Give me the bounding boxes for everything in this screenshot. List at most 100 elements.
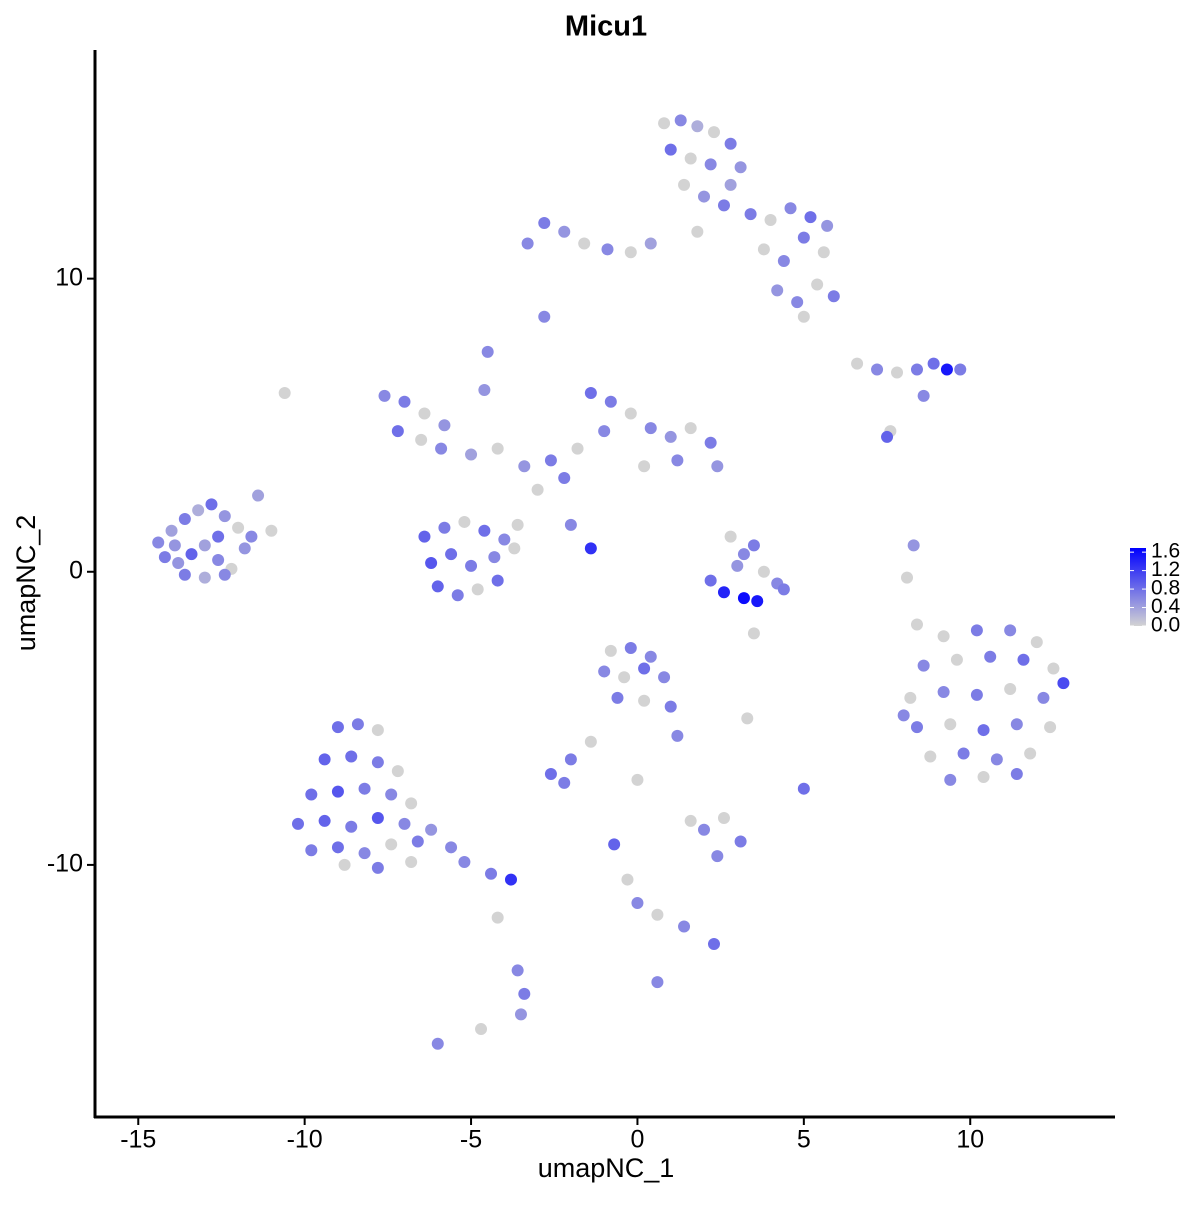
cell-point <box>478 384 491 397</box>
cell-point <box>1010 718 1023 731</box>
cell-point <box>937 685 950 698</box>
cell-point <box>747 539 760 552</box>
cell-point <box>158 551 171 564</box>
cell-point <box>178 513 191 526</box>
cell-point <box>944 773 957 786</box>
cell-point <box>711 460 724 473</box>
cell-point <box>757 565 770 578</box>
cell-point <box>172 556 185 569</box>
cell-point <box>897 709 910 722</box>
cell-point <box>724 178 737 191</box>
cell-point <box>438 419 451 432</box>
cell-point <box>398 395 411 408</box>
cell-point <box>345 750 358 763</box>
cell-point <box>338 858 351 871</box>
cell-point <box>797 782 810 795</box>
cell-point <box>488 551 501 564</box>
cell-point <box>737 548 750 561</box>
cell-point <box>678 178 691 191</box>
cell-point <box>1030 636 1043 649</box>
cell-point <box>371 812 384 825</box>
cell-point <box>851 357 864 370</box>
cell-point <box>1057 677 1070 690</box>
cell-point <box>950 653 963 666</box>
cell-point <box>811 278 824 291</box>
cell-point <box>521 237 534 250</box>
cell-point <box>977 770 990 783</box>
cell-point <box>598 425 611 438</box>
cell-point <box>351 718 364 731</box>
cell-point <box>944 718 957 731</box>
cell-point <box>265 524 278 537</box>
cell-point <box>704 436 717 449</box>
cell-point <box>391 425 404 438</box>
cell-point <box>924 750 937 763</box>
cell-point <box>937 630 950 643</box>
cell-point <box>871 363 884 376</box>
cell-point <box>252 489 265 502</box>
cell-point <box>744 208 757 221</box>
cell-point <box>564 518 577 531</box>
cell-point <box>910 618 923 631</box>
cell-point <box>425 556 438 569</box>
cell-point <box>970 688 983 701</box>
x-tick-label: -10 <box>287 1126 323 1154</box>
cell-point <box>734 835 747 848</box>
cell-point <box>491 442 504 455</box>
cell-point <box>601 243 614 256</box>
cell-point <box>1037 691 1050 704</box>
cell-point <box>747 627 760 640</box>
cell-point <box>804 211 817 224</box>
cell-point <box>518 460 531 473</box>
cell-point <box>604 644 617 657</box>
cell-point <box>970 624 983 637</box>
cell-point <box>278 386 291 399</box>
cell-point <box>425 823 438 836</box>
cell-point <box>385 838 398 851</box>
cell-point <box>218 568 231 581</box>
cell-point <box>544 768 557 781</box>
cell-point <box>631 773 644 786</box>
cell-point <box>638 460 651 473</box>
y-tick-label: -10 <box>47 850 83 878</box>
cell-point <box>664 430 677 443</box>
cell-point <box>608 838 621 851</box>
cell-point <box>901 571 914 584</box>
cell-point <box>604 395 617 408</box>
cell-point <box>398 817 411 830</box>
cell-point <box>458 515 471 528</box>
cell-point <box>1004 683 1017 696</box>
cell-point <box>168 539 181 552</box>
cell-point <box>212 554 225 567</box>
cell-point <box>358 782 371 795</box>
cell-point <box>192 504 205 517</box>
cell-point <box>1010 768 1023 781</box>
cell-point <box>514 1008 527 1021</box>
cell-point <box>827 290 840 303</box>
cell-point <box>238 542 251 555</box>
cell-point <box>691 225 704 238</box>
cell-point <box>1017 653 1030 666</box>
colorbar-tick-label: 1.6 <box>1151 540 1180 563</box>
cell-point <box>704 574 717 587</box>
cell-point <box>218 510 231 523</box>
x-axis-title: umapNC_1 <box>538 1153 675 1183</box>
cell-point <box>631 897 644 910</box>
colorbar-tick-label: 0.8 <box>1151 577 1180 600</box>
cell-point <box>584 735 597 748</box>
cell-point <box>578 237 591 250</box>
cell-point <box>478 524 491 537</box>
cell-point <box>741 712 754 725</box>
cell-point <box>358 847 371 860</box>
cell-point <box>674 114 687 127</box>
cell-point <box>907 539 920 552</box>
y-axis-title: umapNC_2 <box>11 515 41 652</box>
cell-point <box>485 867 498 880</box>
cell-point <box>465 448 478 461</box>
cell-point <box>391 765 404 778</box>
cell-point <box>431 580 444 593</box>
cell-point <box>664 143 677 156</box>
x-tick-label: 0 <box>630 1126 644 1154</box>
cell-point <box>465 559 478 572</box>
cell-point <box>757 243 770 256</box>
